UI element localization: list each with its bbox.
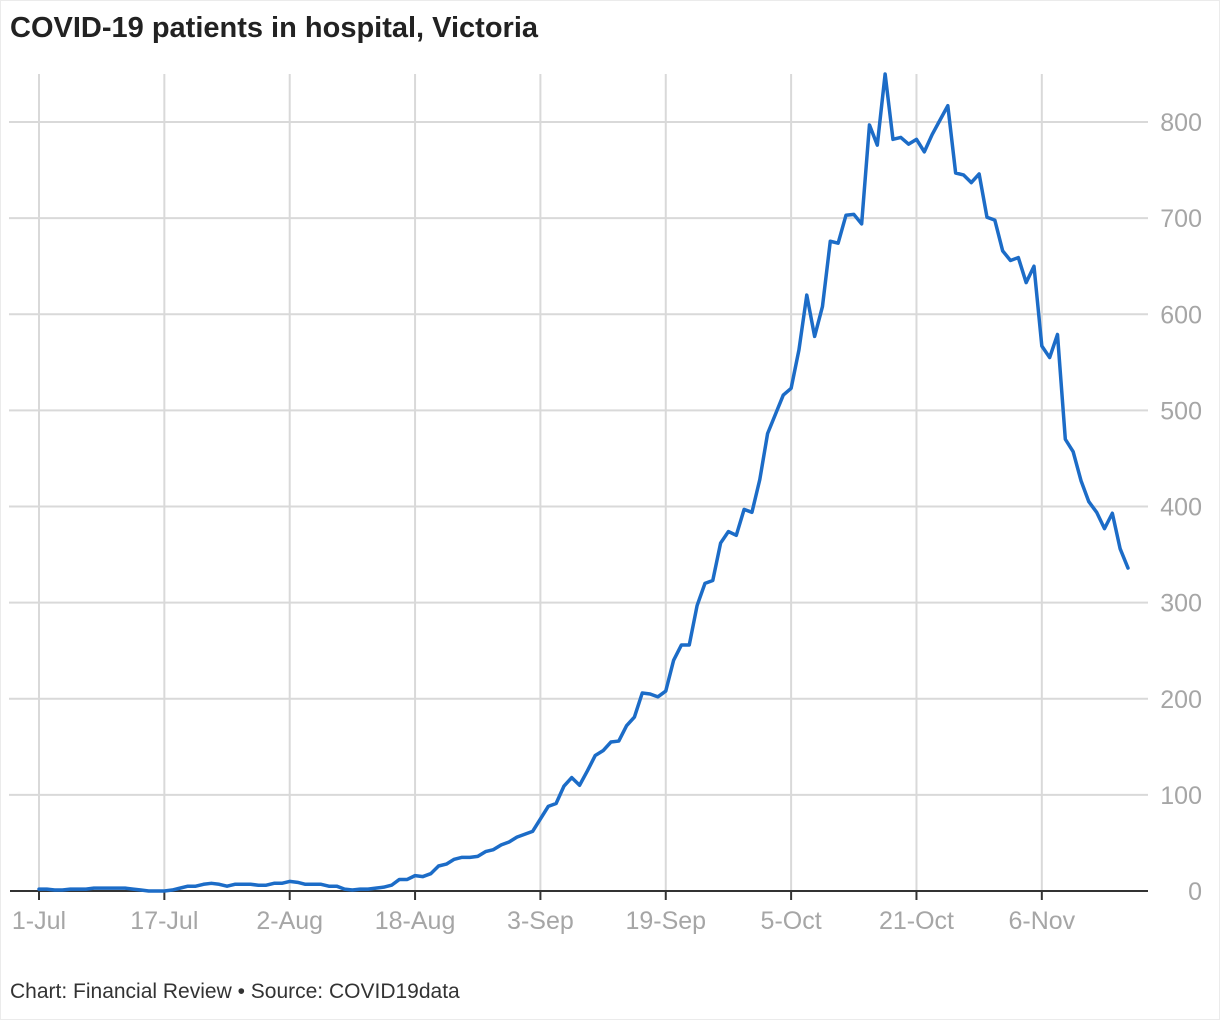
- x-tick-label: 17-Jul: [130, 907, 198, 935]
- chart-source: Chart: Financial Review • Source: COVID1…: [10, 980, 460, 1003]
- x-tick-label: 19-Sep: [625, 907, 706, 935]
- series-line: [37, 72, 1130, 893]
- gridlines: [9, 74, 1148, 900]
- y-tick-label: 500: [1160, 397, 1202, 425]
- y-tick-label: 0: [1188, 878, 1202, 906]
- x-tick-label: 1-Jul: [12, 907, 66, 935]
- y-axis-ticks: 0 100 200 300 400 500 600 700 800: [1160, 109, 1202, 906]
- chart-title: COVID-19 patients in hospital, Victoria: [10, 12, 539, 44]
- series-layer: [37, 72, 1130, 893]
- y-tick-label: 800: [1160, 109, 1202, 137]
- y-tick-label: 700: [1160, 205, 1202, 233]
- y-tick-label: 300: [1160, 590, 1202, 618]
- y-tick-label: 600: [1160, 301, 1202, 329]
- x-tick-label: 6-Nov: [1008, 907, 1075, 935]
- y-tick-label: 100: [1160, 782, 1202, 810]
- x-tick-label: 21-Oct: [879, 907, 954, 935]
- x-tick-label: 2-Aug: [256, 907, 323, 935]
- x-tick-label: 18-Aug: [375, 907, 456, 935]
- y-tick-label: 400: [1160, 494, 1202, 522]
- x-tick-label: 3-Sep: [507, 907, 574, 935]
- x-axis-ticks: 1-Jul 17-Jul 2-Aug 18-Aug 3-Sep 19-Sep 5-Oct 21…: [12, 907, 1076, 935]
- y-tick-label: 200: [1160, 686, 1202, 714]
- x-tick-label: 5-Oct: [761, 907, 822, 935]
